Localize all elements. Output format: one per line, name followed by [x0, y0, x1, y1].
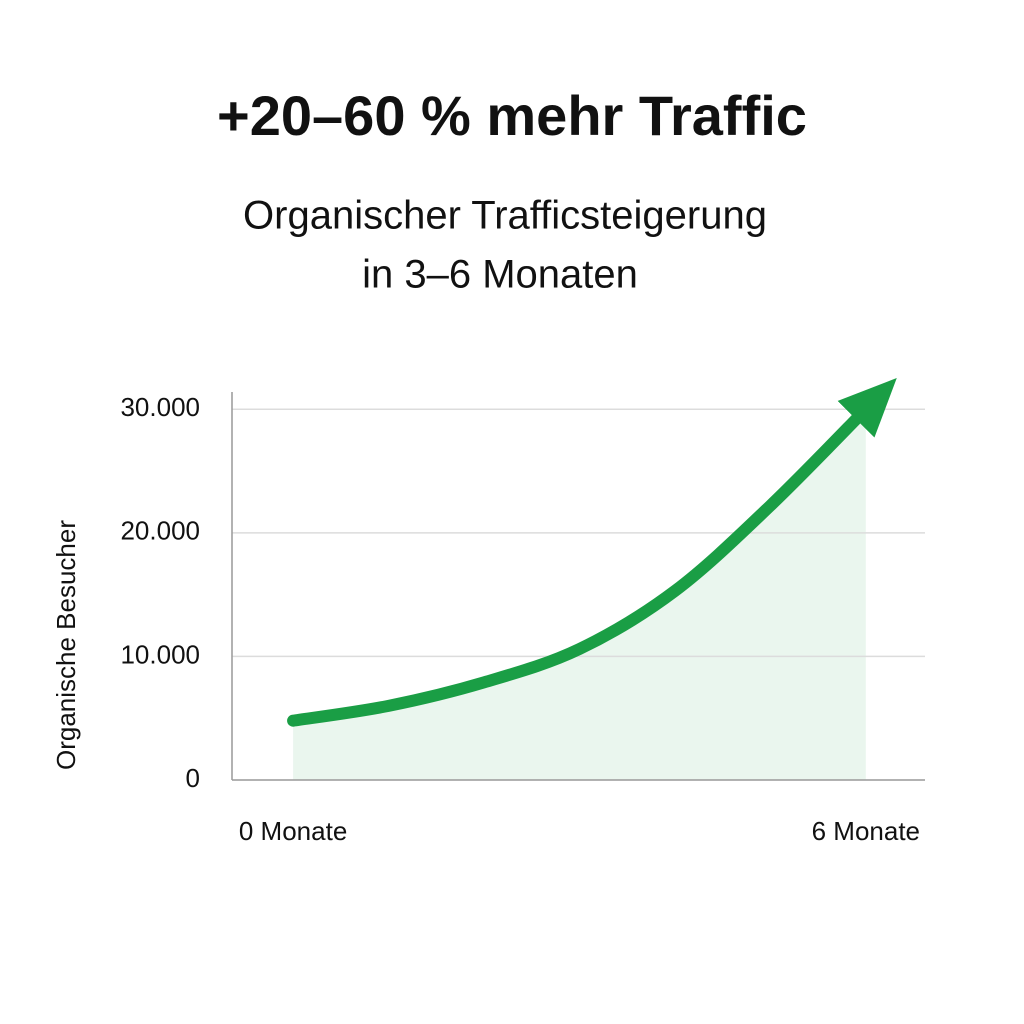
chart-subtitle: in 3–6 Monaten — [362, 253, 638, 297]
y-tick-label: 20.000 — [120, 516, 200, 546]
y-tick-label: 30.000 — [120, 392, 200, 422]
chart-subtitle: Organischer Trafficsteigerung — [243, 194, 767, 238]
y-tick-label: 10.000 — [120, 639, 200, 669]
y-axis-label: Organische Besucher — [51, 520, 81, 770]
x-tick-label: 0 Monate — [239, 816, 347, 846]
chart-title: +20–60 % mehr Traffic — [217, 84, 807, 147]
area — [293, 409, 866, 780]
y-tick-label: 0 — [186, 763, 200, 793]
line — [287, 378, 897, 727]
x-tick-label: 6 Monate — [812, 816, 920, 846]
